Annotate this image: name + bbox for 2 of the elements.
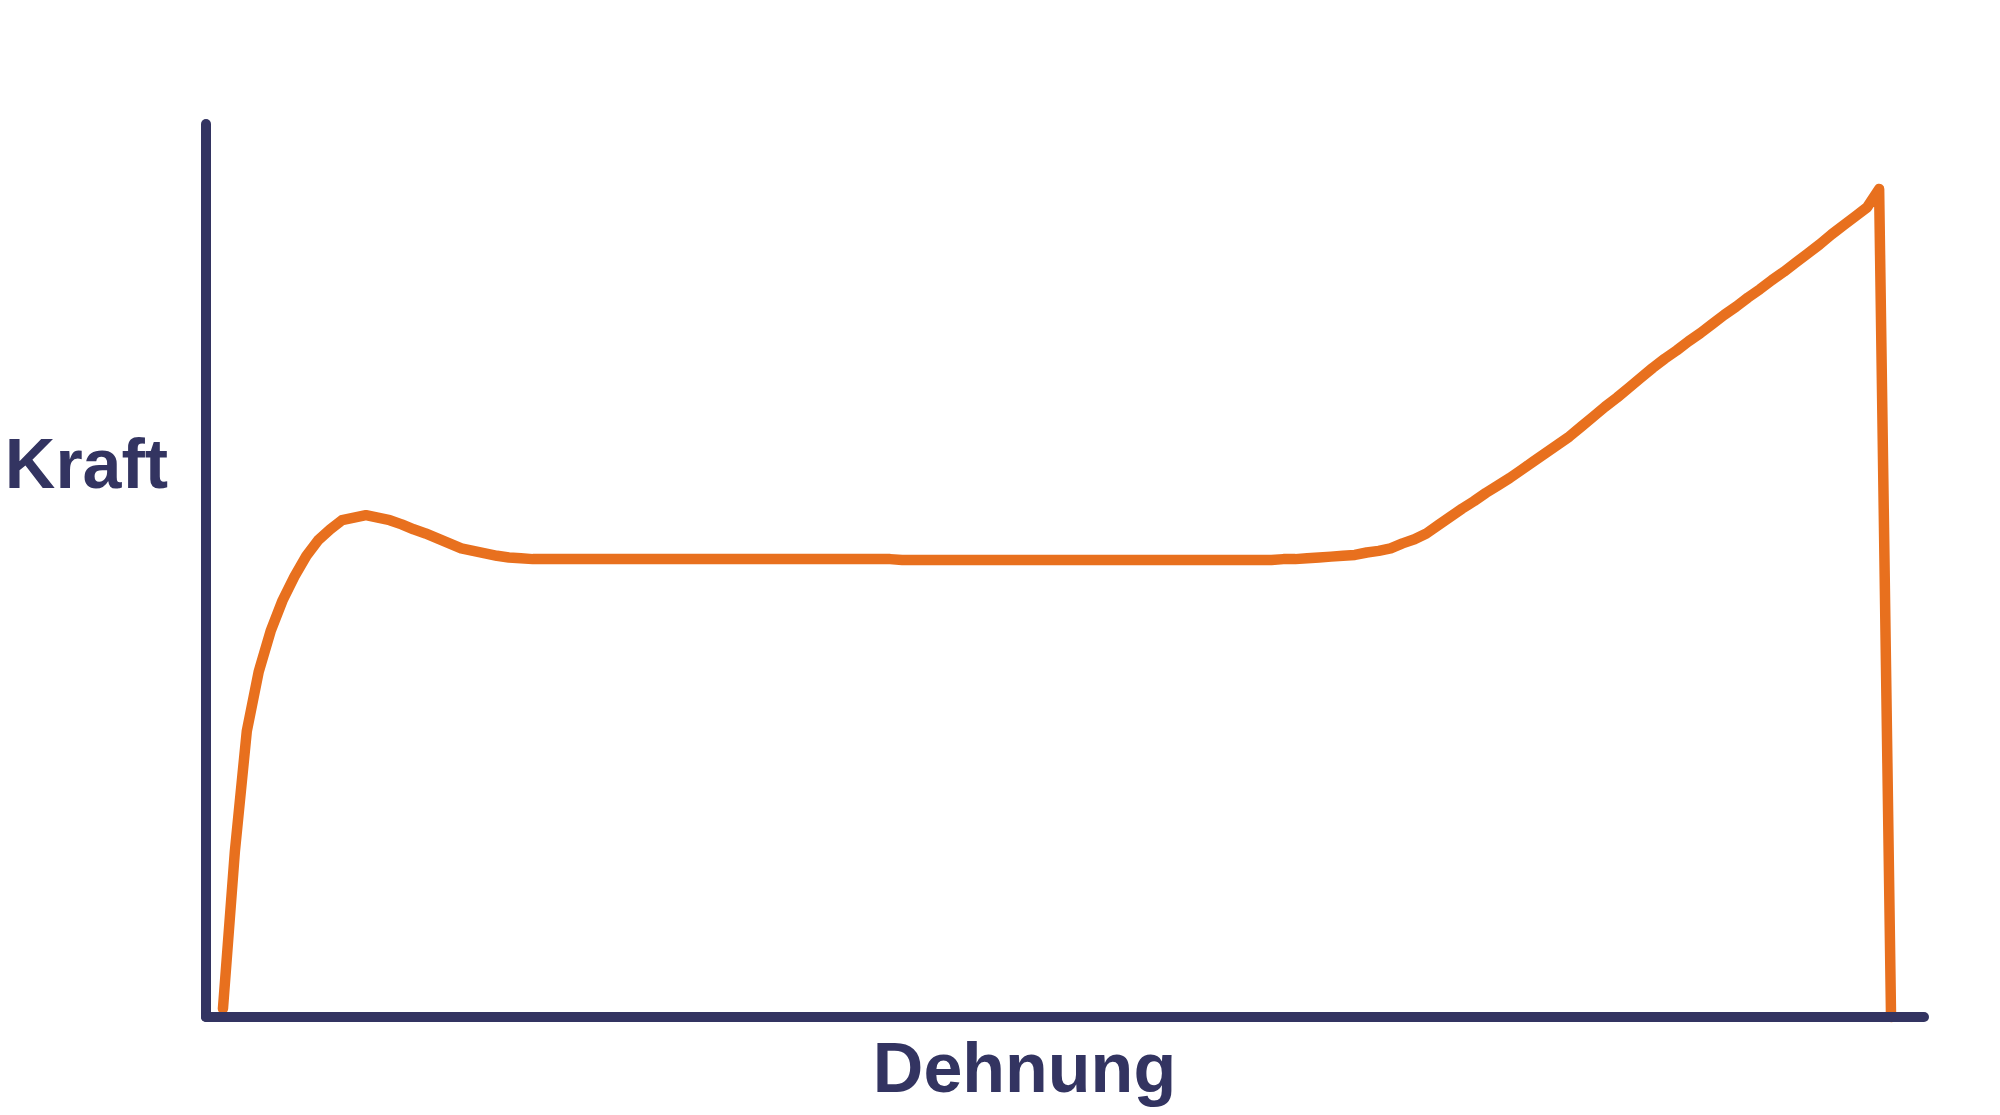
y-axis-title: Kraft: [4, 424, 169, 503]
x-axis-title: Dehnung: [872, 1028, 1177, 1107]
